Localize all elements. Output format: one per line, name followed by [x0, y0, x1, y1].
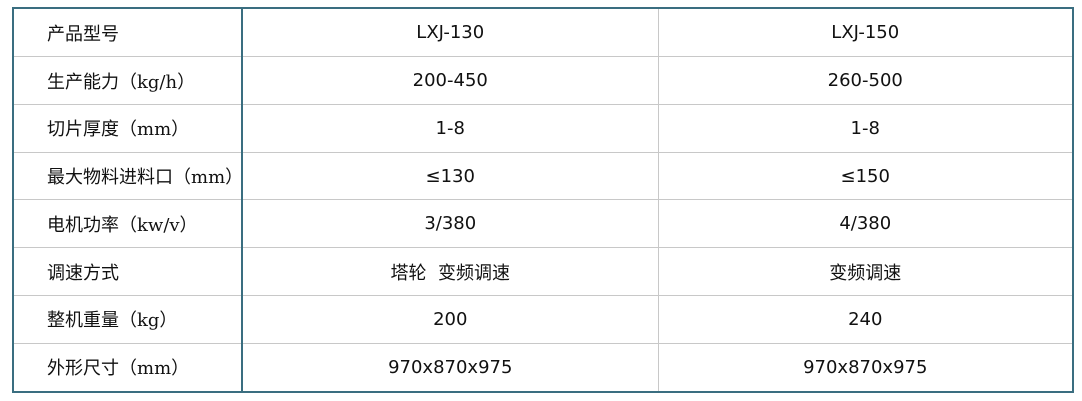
cell-value: 970x870x975 [242, 342, 659, 393]
table-body: 产品型号 LXJ-130 LXJ-150 生产能力（kg/h） 200-450 260-5… [13, 7, 1073, 393]
cell-value: 200 [242, 294, 659, 344]
cell-value: 200-450 [242, 56, 659, 105]
spec-table: 产品型号 LXJ-130 LXJ-150 生产能力（kg/h） 200-450 260-5… [12, 7, 1074, 393]
cell-value: ≤150 [658, 151, 1073, 201]
cell-value: 3/380 [242, 199, 659, 249]
cell-value: LXJ-150 [658, 7, 1073, 58]
row-label: 切片厚度（mm） [13, 103, 243, 153]
table-row: 外形尺寸（mm） 970x870x975 970x870x975 [13, 342, 1073, 393]
row-label: 产品型号 [13, 7, 243, 58]
table-row: 调速方式 塔轮 变频调速 变频调速 [13, 247, 1073, 296]
table-row: 产品型号 LXJ-130 LXJ-150 [13, 7, 1073, 58]
cell-value: 塔轮 变频调速 [242, 247, 659, 296]
cell-value: 260-500 [658, 56, 1073, 105]
row-label: 最大物料进料口（mm） [13, 151, 243, 201]
table-row: 最大物料进料口（mm） ≤130 ≤150 [13, 151, 1073, 201]
row-label: 整机重量（kg） [13, 294, 243, 344]
cell-value: LXJ-130 [242, 7, 659, 58]
cell-value: ≤130 [242, 151, 659, 201]
table-row: 切片厚度（mm） 1-8 1-8 [13, 103, 1073, 153]
row-label: 电机功率（kw/v） [13, 199, 243, 249]
cell-value: 4/380 [658, 199, 1073, 249]
cell-value: 变频调速 [658, 247, 1073, 296]
cell-value: 1-8 [242, 103, 659, 153]
cell-value: 970x870x975 [658, 342, 1073, 393]
cell-value: 240 [658, 294, 1073, 344]
row-label: 调速方式 [13, 247, 243, 296]
table-row: 生产能力（kg/h） 200-450 260-500 [13, 56, 1073, 105]
row-label: 外形尺寸（mm） [13, 342, 243, 393]
row-label: 生产能力（kg/h） [13, 56, 243, 105]
table-row: 电机功率（kw/v） 3/380 4/380 [13, 199, 1073, 249]
table-row: 整机重量（kg） 200 240 [13, 294, 1073, 344]
cell-value: 1-8 [658, 103, 1073, 153]
